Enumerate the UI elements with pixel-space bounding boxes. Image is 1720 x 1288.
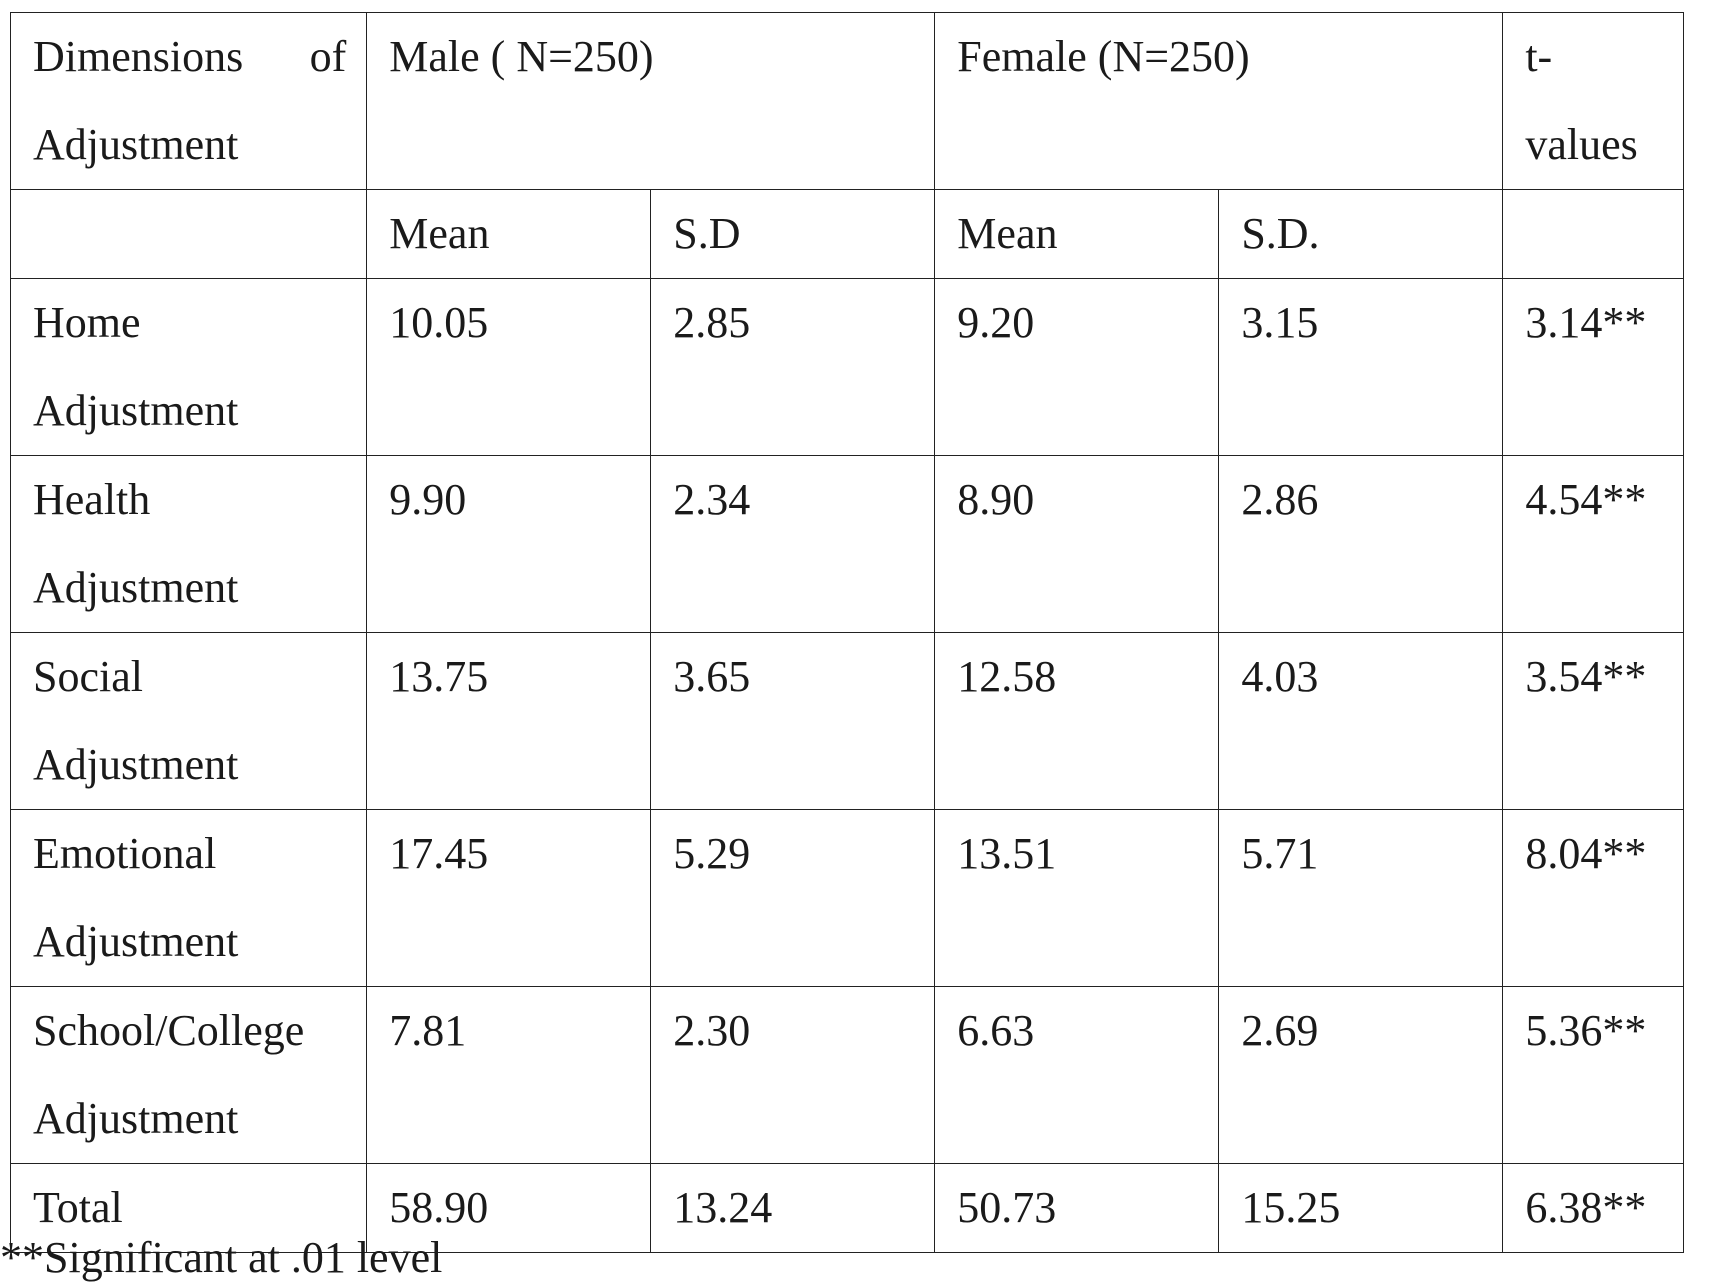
significance-footnote: **Significant at .01 level bbox=[0, 1233, 443, 1282]
row-female-sd: 5.71 bbox=[1218, 809, 1504, 987]
subheader-female-mean: Mean bbox=[934, 189, 1220, 279]
total-female-sd: 15.25 bbox=[1218, 1163, 1504, 1253]
table-row: Home Adjustment 10.05 2.85 9.20 3.15 3.1… bbox=[9, 278, 1684, 456]
row-male-mean: 9.90 bbox=[366, 455, 652, 633]
row-female-sd: 4.03 bbox=[1218, 632, 1504, 810]
row-dimension: Emotional Adjustment bbox=[9, 809, 368, 987]
total-label: Total bbox=[9, 1163, 368, 1253]
subheader-male-mean: Mean bbox=[366, 189, 652, 279]
subheader-empty bbox=[9, 189, 368, 279]
adjustment-comparison-table: Dimensions of Adjustment Male ( N=250) Fe… bbox=[9, 12, 1684, 1253]
row-female-sd: 2.69 bbox=[1218, 986, 1504, 1164]
row-male-mean: 17.45 bbox=[366, 809, 652, 987]
row-t-value: 8.04** bbox=[1502, 809, 1684, 987]
table-subheader-row: Mean S.D Mean S.D. bbox=[9, 189, 1684, 279]
header-t-values: t- values bbox=[1502, 12, 1684, 190]
table-header-row: Dimensions of Adjustment Male ( N=250) Fe… bbox=[9, 12, 1684, 190]
header-female: Female (N=250) bbox=[934, 12, 1504, 190]
row-dimension: Health Adjustment bbox=[9, 455, 368, 633]
row-male-sd: 2.34 bbox=[650, 455, 936, 633]
row-dimension: School/College Adjustment bbox=[9, 986, 368, 1164]
row-male-mean: 13.75 bbox=[366, 632, 652, 810]
subheader-male-sd: S.D bbox=[650, 189, 936, 279]
row-t-value: 3.14** bbox=[1502, 278, 1684, 456]
table-row: Social Adjustment 13.75 3.65 12.58 4.03 … bbox=[9, 632, 1684, 810]
total-female-mean: 50.73 bbox=[934, 1163, 1220, 1253]
table-row: Emotional Adjustment 17.45 5.29 13.51 5.… bbox=[9, 809, 1684, 987]
header-male: Male ( N=250) bbox=[366, 12, 936, 190]
subheader-female-sd: S.D. bbox=[1218, 189, 1504, 279]
row-t-value: 5.36** bbox=[1502, 986, 1684, 1164]
header-dimension-line2: Adjustment bbox=[33, 120, 239, 169]
row-female-sd: 2.86 bbox=[1218, 455, 1504, 633]
row-female-sd: 3.15 bbox=[1218, 278, 1504, 456]
subheader-t-empty bbox=[1502, 189, 1684, 279]
row-male-mean: 10.05 bbox=[366, 278, 652, 456]
total-male-mean: 58.90 bbox=[366, 1163, 652, 1253]
total-t-value: 6.38** bbox=[1502, 1163, 1684, 1253]
row-male-sd: 2.30 bbox=[650, 986, 936, 1164]
table-row: School/College Adjustment 7.81 2.30 6.63… bbox=[9, 986, 1684, 1164]
row-male-sd: 3.65 bbox=[650, 632, 936, 810]
row-female-mean: 13.51 bbox=[934, 809, 1220, 987]
row-male-mean: 7.81 bbox=[366, 986, 652, 1164]
table-row: Health Adjustment 9.90 2.34 8.90 2.86 4.… bbox=[9, 455, 1684, 633]
row-female-mean: 9.20 bbox=[934, 278, 1220, 456]
row-dimension: Home Adjustment bbox=[9, 278, 368, 456]
row-female-mean: 12.58 bbox=[934, 632, 1220, 810]
row-dimension: Social Adjustment bbox=[9, 632, 368, 810]
row-female-mean: 8.90 bbox=[934, 455, 1220, 633]
row-female-mean: 6.63 bbox=[934, 986, 1220, 1164]
header-dimension-line1: Dimensions of bbox=[33, 32, 347, 81]
row-t-value: 3.54** bbox=[1502, 632, 1684, 810]
total-male-sd: 13.24 bbox=[650, 1163, 936, 1253]
table-total-row: Total 58.90 13.24 50.73 15.25 6.38** bbox=[9, 1163, 1684, 1253]
row-male-sd: 2.85 bbox=[650, 278, 936, 456]
header-dimension: Dimensions of Adjustment bbox=[9, 12, 368, 190]
row-t-value: 4.54** bbox=[1502, 455, 1684, 633]
row-male-sd: 5.29 bbox=[650, 809, 936, 987]
